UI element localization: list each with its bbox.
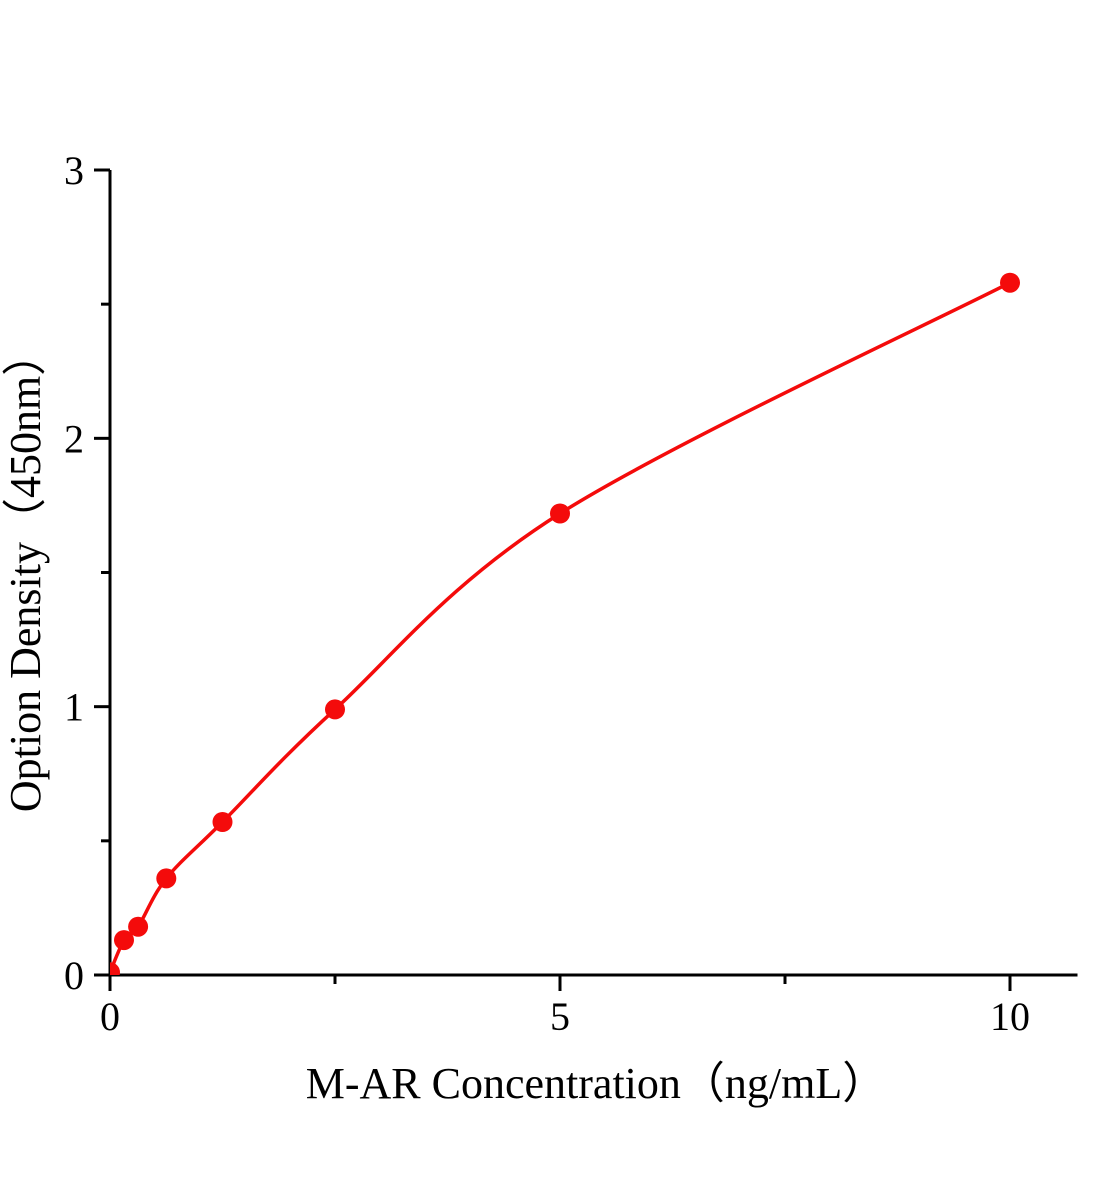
x-axis-title: M-AR Concentration（ng/mL） — [306, 1059, 887, 1108]
fit-curve — [110, 281, 1011, 974]
data-point — [550, 503, 570, 524]
data-point — [110, 962, 120, 975]
data-point — [1000, 272, 1020, 293]
data-point — [128, 916, 149, 937]
x-tick-label: 10 — [990, 994, 1030, 1039]
y-tick-label: 0 — [64, 953, 84, 998]
y-tick-label: 1 — [64, 685, 84, 730]
data-point — [212, 812, 233, 832]
data-point — [114, 930, 134, 951]
plot-area: 0 5 10 0 1 2 3 — [64, 148, 1078, 1039]
y-tick-label: 3 — [64, 148, 84, 193]
data-point — [325, 699, 345, 720]
y-axis-title: Option Density（450nm） — [1, 332, 50, 812]
data-point — [156, 868, 177, 889]
x-tick-label: 5 — [550, 994, 570, 1039]
x-tick-label: 0 — [100, 994, 120, 1039]
y-tick-label: 2 — [64, 416, 84, 461]
